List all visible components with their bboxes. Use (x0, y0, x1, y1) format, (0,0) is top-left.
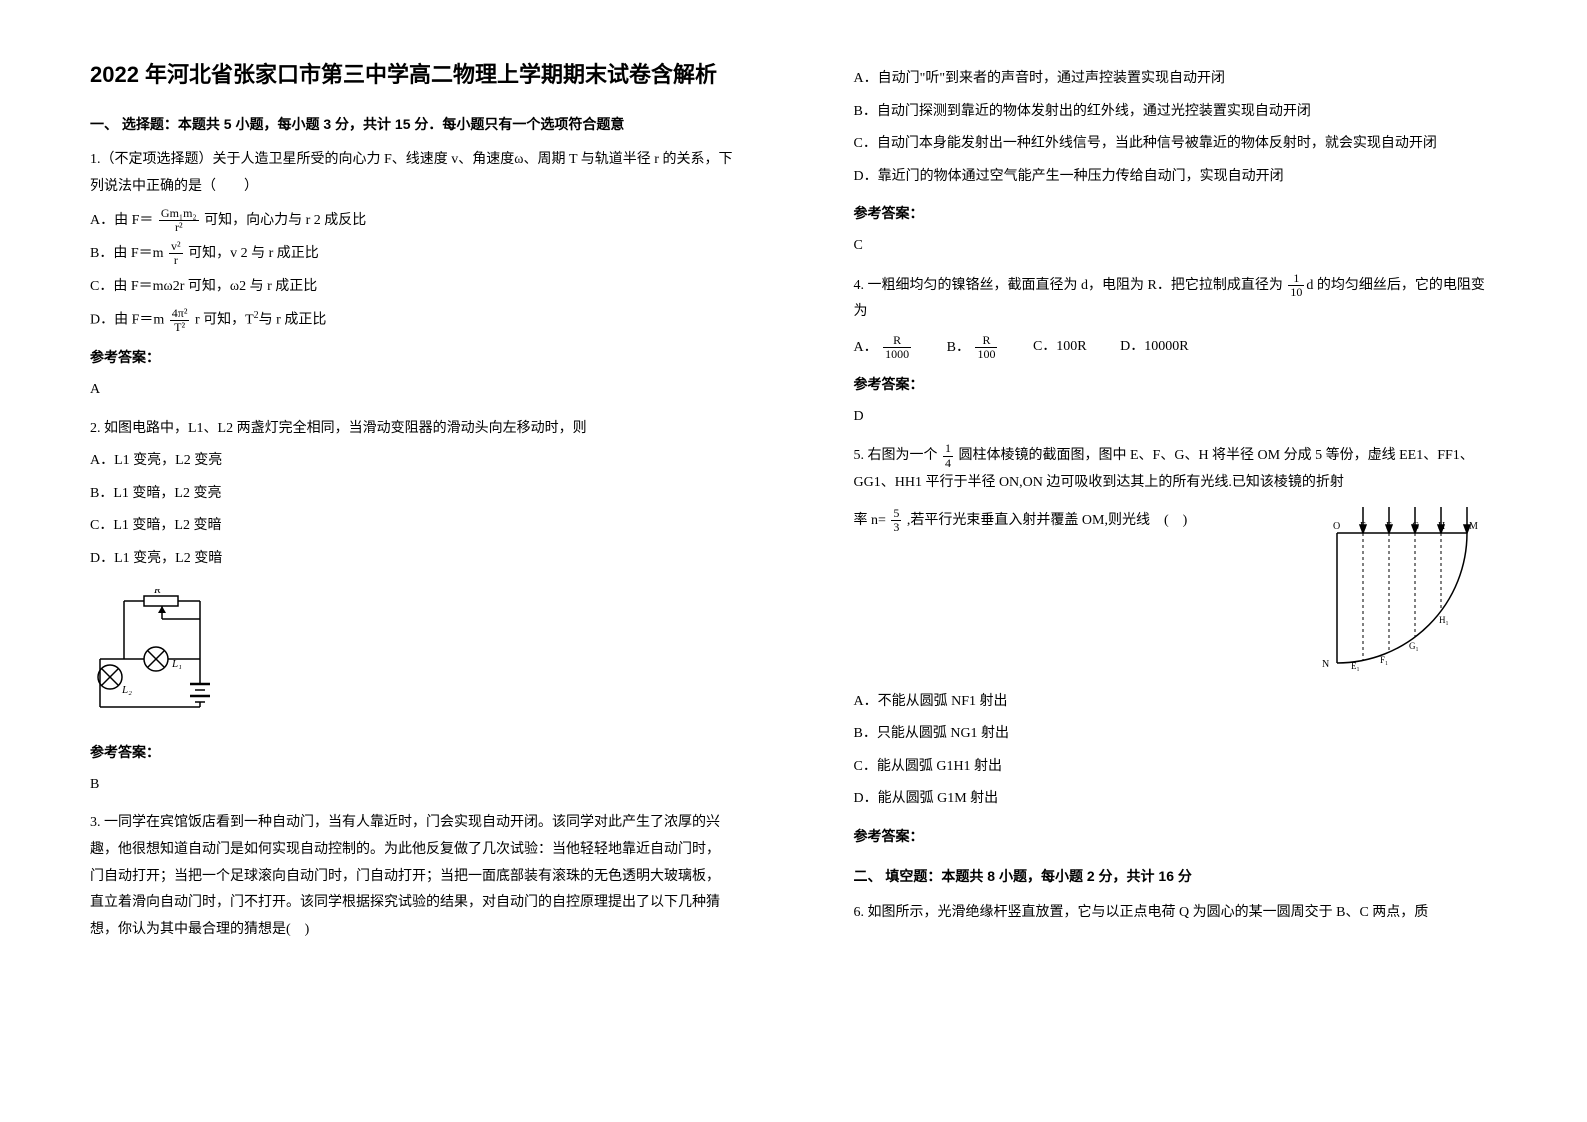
q2-answer: B (90, 772, 734, 799)
q5-opt-d: D．能从圆弧 G1M 射出 (854, 786, 1498, 813)
section-1-head: 一、 选择题：本题共 5 小题，每小题 3 分，共计 15 分．每小题只有一个选… (90, 111, 734, 138)
lens-m: M (1469, 521, 1478, 532)
frac-den: r² (159, 221, 199, 234)
frac-num: Gm₁m₂ (159, 207, 199, 221)
doc-title: 2022 年河北省张家口市第三中学高二物理上学期期末试卷含解析 (90, 60, 734, 91)
q1-opt-b: B．由 F＝m v² r 可知，v 2 与 r 成正比 (90, 240, 734, 268)
q3-answer: C (854, 233, 1498, 260)
answer-label: 参考答案： (854, 823, 1498, 850)
lens-g: G (1412, 521, 1419, 532)
lens-o: O (1333, 521, 1340, 532)
q1-a-post: 可知，向心力与 r 2 成反比 (204, 212, 366, 227)
q4-b-frac: R 100 (975, 334, 997, 361)
q1-b-pre: B．由 F＝m (90, 246, 164, 261)
lens-f: F (1386, 521, 1392, 532)
q3-opt-c: C．自动门本身能发射出一种红外线信号，当此种信号被靠近的物体反射时，就会实现自动… (854, 131, 1498, 158)
q5-frac1: 1 4 (943, 442, 953, 469)
frac-num: R (883, 334, 911, 348)
left-column: 2022 年河北省张家口市第三中学高二物理上学期期末试卷含解析 一、 选择题：本… (0, 0, 794, 1122)
circuit-r-label: R (153, 589, 161, 596)
answer-label: 参考答案： (90, 739, 734, 766)
q5-pre: 5. 右图为一个 (854, 448, 938, 463)
q4-b-pre: B． (947, 340, 970, 355)
answer-label: 参考答案： (90, 344, 734, 371)
q2-stem: 2. 如图电路中，L1、L2 两盏灯完全相同，当滑动变阻器的滑动头向左移动时，则 (90, 416, 734, 443)
q3-opt-d: D．靠近门的物体通过空气能产生一种压力传给自动门，实现自动开闭 (854, 164, 1498, 191)
q6-stem: 6. 如图所示，光滑绝缘杆竖直放置，它与以正点电荷 Q 为圆心的某一圆周交于 B… (854, 900, 1498, 927)
q5-opt-a: A．不能从圆弧 NF1 射出 (854, 689, 1498, 716)
q3-stem: 3. 一同学在宾馆饭店看到一种自动门，当有人靠近时，门会实现自动开闭。该同学对此… (90, 810, 734, 943)
q1-opt-a: A．由 F＝ Gm₁m₂ r² 可知，向心力与 r 2 成反比 (90, 207, 734, 235)
frac-den: 1000 (883, 348, 911, 361)
q5-rate-post: ,若平行光束垂直入射并覆盖 OM,则光线 ( ) (907, 512, 1187, 527)
circuit-diagram: L₂ R L₁ (90, 589, 230, 709)
circuit-l2-label: L₂ (121, 684, 132, 696)
q1-opt-c: C．由 F＝mω2r 可知，ω2 与 r 成正比 (90, 274, 734, 301)
q4-frac: 1 10 (1288, 272, 1304, 299)
frac-den: 10 (1288, 286, 1304, 299)
q4-options: A． R 1000 B． R 100 C．100R D．10000R (854, 334, 1498, 362)
q3-opt-b: B．自动门探测到靠近的物体发射出的红外线，通过光控装置实现自动开闭 (854, 99, 1498, 126)
q1-stem: 1.（不定项选择题）关于人造卫星所受的向心力 F、线速度 v、角速度ω、周期 T… (90, 147, 734, 200)
q1-b-frac: v² r (169, 240, 183, 267)
lens-g1: G₁ (1409, 641, 1419, 651)
right-column: A．自动门"听"到来者的声音时，通过声控装置实现自动开闭 B．自动门探测到靠近的… (794, 0, 1587, 1122)
frac-den: 100 (975, 348, 997, 361)
q4-a-frac: R 1000 (883, 334, 911, 361)
q4-opt-d: D．10000R (1120, 334, 1188, 361)
frac-den: r (169, 254, 183, 267)
lens-h1: H₁ (1439, 615, 1449, 625)
q1-d-post: 与 r 成正比 (259, 313, 327, 328)
frac-num: 5 (891, 507, 901, 521)
q1-d-frac: 4π² T² (170, 307, 190, 334)
q4-answer: D (854, 404, 1498, 431)
q5-rate-pre: 率 n= (854, 512, 886, 527)
q4-tail: d (1306, 277, 1313, 292)
frac-den: T² (170, 321, 190, 334)
q1-d-pre: D．由 F＝m (90, 313, 164, 328)
lens-f1: F₁ (1380, 655, 1388, 665)
answer-label: 参考答案： (854, 371, 1498, 398)
lens-n: N (1322, 659, 1329, 670)
frac-num: R (975, 334, 997, 348)
q5-stem: 5. 右图为一个 1 4 圆柱体棱镜的截面图，图中 E、F、G、H 将半径 OM… (854, 442, 1498, 496)
q4-opt-b: B． R 100 (947, 334, 1000, 362)
circuit-l1-label: L₁ (171, 658, 182, 670)
q1-a-frac: Gm₁m₂ r² (159, 207, 199, 234)
q4-opt-c: C．100R (1033, 334, 1087, 361)
q5-opt-b: B．只能从圆弧 NG1 射出 (854, 721, 1498, 748)
frac-num: 4π² (170, 307, 190, 321)
lens-e1: E₁ (1351, 661, 1360, 671)
q2-opt-d: D．L1 变亮，L2 变暗 (90, 546, 734, 573)
q4-stem: 4. 一粗细均匀的镍铬丝，截面直径为 d，电阻为 R．把它拉制成直径为 1 10… (854, 272, 1498, 326)
q5-frac2: 5 3 (891, 507, 901, 534)
q4-a-pre: A． (854, 340, 878, 355)
q1-d-mid: r 可知，T (195, 313, 254, 328)
frac-den: 4 (943, 457, 953, 470)
q1-opt-d: D．由 F＝m 4π² T² r 可知，T2与 r 成正比 (90, 306, 734, 334)
q4-pre: 4. 一粗细均匀的镍铬丝，截面直径为 d，电阻为 R．把它拉制成直径为 (854, 277, 1283, 292)
q2-opt-c: C．L1 变暗，L2 变暗 (90, 513, 734, 540)
frac-num: 1 (943, 442, 953, 456)
frac-num: 1 (1288, 272, 1304, 286)
lens-diagram: O E F G H M N E₁ F₁ G₁ H₁ (1307, 503, 1497, 673)
q3-opt-a: A．自动门"听"到来者的声音时，通过声控装置实现自动开闭 (854, 66, 1498, 93)
section-2-head: 二、 填空题：本题共 8 小题，每小题 2 分，共计 16 分 (854, 863, 1498, 890)
frac-den: 3 (891, 521, 901, 534)
q1-b-post: 可知，v 2 与 r 成正比 (188, 246, 319, 261)
q2-opt-b: B．L1 变暗，L2 变亮 (90, 481, 734, 508)
q5-opt-c: C．能从圆弧 G1H1 射出 (854, 754, 1498, 781)
lens-e: E (1360, 521, 1366, 532)
q1-a-pre: A．由 F＝ (90, 212, 153, 227)
q1-answer: A (90, 377, 734, 404)
q4-opt-a: A． R 1000 (854, 334, 914, 362)
lens-h: H (1438, 521, 1445, 532)
frac-num: v² (169, 240, 183, 254)
q2-opt-a: A．L1 变亮，L2 变亮 (90, 448, 734, 475)
answer-label: 参考答案： (854, 200, 1498, 227)
